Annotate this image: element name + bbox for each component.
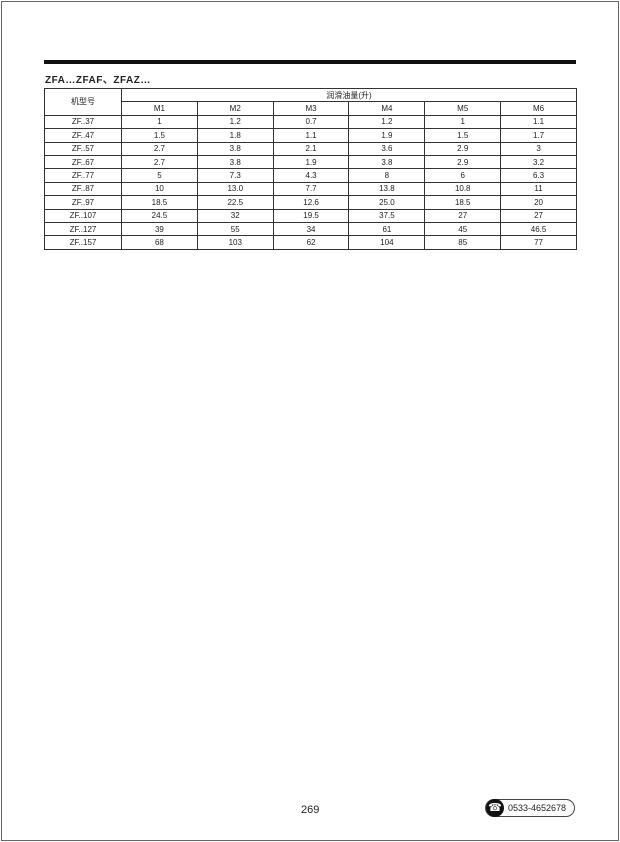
lubricant-table: 机型号 润滑油量(升) M1 M2 M3 M4 M5 M6 ZF..37 1 1.2 0.7 1.…: [44, 87, 577, 250]
value-cell: 2.9: [424, 154, 502, 170]
value-cell: 46.5: [500, 221, 577, 237]
model-cell: ZF..127: [44, 221, 122, 237]
value-cell: 3.8: [196, 141, 274, 156]
section-title: ZFA…ZFAF、ZFAZ…: [45, 75, 151, 86]
value-cell: 39: [121, 221, 198, 237]
table-row: ZF..57 2.7 3.8 2.1 3.6 2.9 3: [44, 141, 577, 156]
value-cell: 1.9: [272, 154, 350, 170]
value-cell: 1: [121, 114, 198, 130]
value-cell: 3: [500, 141, 577, 156]
value-cell: 19.5: [272, 208, 350, 223]
model-cell: ZF..77: [44, 168, 122, 183]
value-cell: 2.7: [121, 141, 198, 156]
value-cell: 7.7: [272, 181, 350, 197]
value-cell: 2.1: [272, 141, 350, 156]
column-header: M5: [424, 101, 502, 116]
table-row: ZF..67 2.7 3.8 1.9 3.8 2.9 3.2: [44, 154, 577, 170]
model-cell: ZF..57: [44, 141, 122, 156]
value-cell: 1.2: [196, 114, 274, 130]
value-cell: 5: [121, 168, 198, 183]
table-row: ZF..77 5 7.3 4.3 8 6 6.3: [44, 168, 577, 183]
telephone-icon: ☎: [486, 799, 504, 817]
value-cell: 7.3: [196, 168, 274, 183]
model-cell: ZF..157: [44, 235, 122, 250]
value-cell: 11: [500, 181, 577, 197]
table-row: ZF..97 18.5 22.5 12.6 25.0 18.5 20: [44, 195, 577, 210]
value-cell: 1.1: [272, 128, 350, 143]
value-cell: 104: [348, 235, 426, 250]
value-cell: 1.2: [348, 114, 426, 130]
value-cell: 1.8: [196, 128, 274, 143]
model-cell: ZF..97: [44, 195, 122, 210]
table-row: ZF..157 68 103 62 104 85 77: [44, 235, 577, 250]
table-row: ZF..47 1.5 1.8 1.1 1.9 1.5 1.7: [44, 128, 577, 143]
value-cell: 103: [196, 235, 274, 250]
value-cell: 34: [272, 221, 350, 237]
value-cell: 13.0: [196, 181, 274, 197]
value-cell: 4.3: [272, 168, 350, 183]
page-number: 269: [301, 804, 320, 816]
value-cell: 25.0: [348, 195, 426, 210]
header-rule: [44, 60, 576, 64]
table-row: ZF..87 10 13.0 7.7 13.8 10.8 11: [44, 181, 577, 197]
value-cell: 1.7: [500, 128, 577, 143]
column-header: M3: [272, 101, 350, 116]
model-cell: ZF..87: [44, 181, 122, 197]
model-cell: ZF..37: [44, 114, 122, 130]
value-cell: 10: [121, 181, 198, 197]
value-cell: 18.5: [121, 195, 198, 210]
value-cell: 27: [500, 208, 577, 223]
value-cell: 13.8: [348, 181, 426, 197]
value-cell: 8: [348, 168, 426, 183]
value-cell: 6.3: [500, 168, 577, 183]
model-cell: ZF..107: [44, 208, 122, 223]
phone-number: 0533-4652678: [508, 803, 567, 813]
value-cell: 68: [121, 235, 198, 250]
table-row: ZF..127 39 55 34 61 45 46.5: [44, 221, 577, 237]
value-cell: 0.7: [272, 114, 350, 130]
table-row: ZF..107 24.5 32 19.5 37.5 27 27: [44, 208, 577, 223]
model-cell: ZF..47: [44, 128, 122, 143]
column-header: M4: [348, 101, 426, 116]
value-cell: 1: [424, 114, 502, 130]
value-cell: 1.1: [500, 114, 577, 130]
value-cell: 1.9: [348, 128, 426, 143]
value-cell: 62: [272, 235, 350, 250]
value-cell: 2.7: [121, 154, 198, 170]
value-cell: 12.6: [272, 195, 350, 210]
value-cell: 3.6: [348, 141, 426, 156]
value-cell: 3.8: [348, 154, 426, 170]
value-cell: 61: [348, 221, 426, 237]
value-cell: 27: [424, 208, 502, 223]
model-cell: ZF..67: [44, 154, 122, 170]
value-cell: 3.2: [500, 154, 577, 170]
value-cell: 45: [424, 221, 502, 237]
column-header: M6: [500, 101, 577, 116]
value-cell: 3.8: [196, 154, 274, 170]
value-cell: 22.5: [196, 195, 274, 210]
value-cell: 2.9: [424, 141, 502, 156]
value-cell: 37.5: [348, 208, 426, 223]
value-cell: 85: [424, 235, 502, 250]
value-cell: 1.5: [424, 128, 502, 143]
value-cell: 32: [196, 208, 274, 223]
value-cell: 18.5: [424, 195, 502, 210]
value-cell: 77: [500, 235, 577, 250]
column-header: M1: [121, 101, 198, 116]
value-cell: 20: [500, 195, 577, 210]
value-cell: 24.5: [121, 208, 198, 223]
table-row: ZF..37 1 1.2 0.7 1.2 1 1.1: [44, 114, 577, 130]
value-cell: 55: [196, 221, 274, 237]
value-cell: 10.8: [424, 181, 502, 197]
column-header: M2: [196, 101, 274, 116]
model-header: 机型号: [44, 88, 122, 116]
phone-badge: ☎ 0533-4652678: [485, 799, 575, 817]
value-cell: 1.5: [121, 128, 198, 143]
oil-volume-header: 润滑油量(升): [121, 87, 577, 103]
value-cell: 6: [424, 168, 502, 183]
